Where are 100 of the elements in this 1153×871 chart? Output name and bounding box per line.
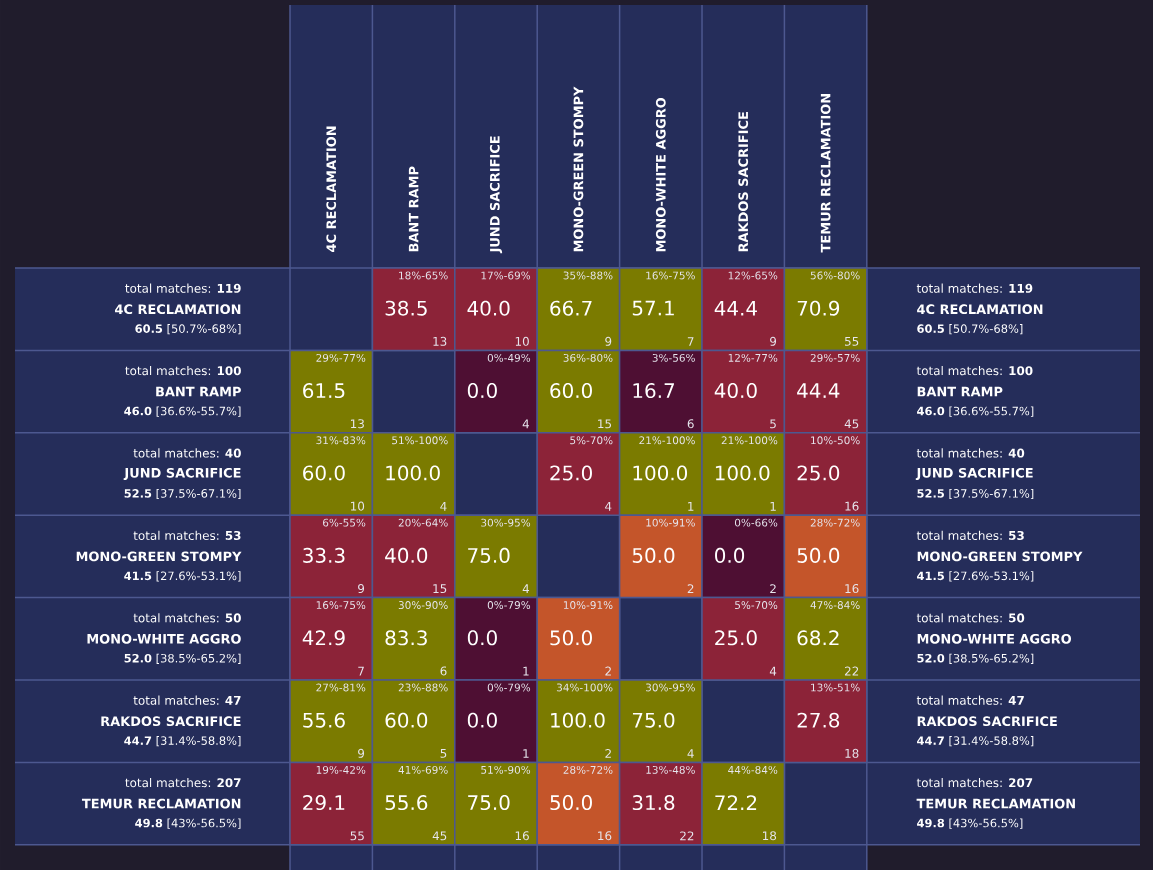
data-label: 50.0 bbox=[550, 630, 592, 646]
annotation: 16%-75% bbox=[316, 601, 366, 610]
annotation: 13%-51% bbox=[811, 683, 860, 692]
annotation: 22 bbox=[844, 666, 859, 676]
data-label: 38.5 bbox=[385, 300, 427, 316]
data-label: 83.3 bbox=[385, 630, 427, 646]
data-label: 0.0 bbox=[467, 712, 497, 728]
annotation: 51%-100% bbox=[392, 436, 448, 445]
annotation: 5%-70% bbox=[570, 436, 613, 445]
annotation: 35%-88% bbox=[563, 271, 613, 280]
annotation: 12%-65% bbox=[728, 271, 778, 280]
annotation: 31%-83% bbox=[316, 436, 366, 445]
annotation: 4 bbox=[440, 502, 447, 511]
annotation: 9 bbox=[770, 336, 777, 346]
annotation: 6 bbox=[440, 666, 447, 676]
data-label: 0.0 bbox=[467, 383, 497, 399]
annotation: 16 bbox=[515, 831, 529, 841]
annotation: 21%-100% bbox=[639, 436, 695, 445]
annotation: 15 bbox=[598, 419, 612, 429]
annotation: 56%-80% bbox=[810, 271, 860, 280]
text: total matches: 50 bbox=[133, 613, 241, 623]
annotation: 13%-48% bbox=[646, 766, 695, 774]
data-label: 40.0 bbox=[385, 547, 428, 564]
data-label: 0.0 bbox=[467, 630, 497, 646]
x-tick-label: MONO-WHITE AGGRO bbox=[655, 98, 666, 252]
annotation: 17%-69% bbox=[481, 271, 531, 280]
data-label: 100.0 bbox=[551, 712, 605, 728]
annotation: 6%-55% bbox=[323, 518, 366, 527]
text: 52.0 [38.5%-65.2%] bbox=[917, 653, 1034, 665]
y2-tick-label: MONO-WHITE AGGRO bbox=[917, 634, 1072, 644]
data-label: 68.2 bbox=[797, 630, 839, 646]
annotation: 0%-66% bbox=[734, 518, 778, 527]
annotation: 13 bbox=[433, 336, 447, 346]
text: 41.5 [27.6%-53.1%] bbox=[917, 571, 1034, 582]
annotation: 29%-77% bbox=[316, 354, 366, 362]
annotation: 4 bbox=[522, 419, 530, 429]
annotation: 44%-84% bbox=[728, 766, 778, 774]
y2-tick-label: 4C RECLAMATION bbox=[917, 304, 1043, 315]
annotation: 9 bbox=[358, 748, 365, 758]
annotation: 10%-91% bbox=[563, 601, 613, 610]
data-label: 72.2 bbox=[715, 795, 757, 811]
annotation: 16 bbox=[845, 501, 859, 511]
text: total matches: 47 bbox=[133, 695, 241, 705]
y-tick-label: MONO-WHITE AGGRO bbox=[87, 634, 241, 644]
data-label: 25.0 bbox=[715, 630, 757, 646]
text: 44.7 [31.4%-58.8%] bbox=[124, 736, 241, 747]
annotation: 21%-100% bbox=[721, 436, 778, 445]
annotation: 5 bbox=[770, 419, 776, 429]
data-label: 60.0 bbox=[385, 712, 428, 728]
text: total matches: 100 bbox=[916, 366, 1033, 376]
annotation: 3%-56% bbox=[652, 354, 695, 362]
annotation: 0%-79% bbox=[487, 601, 531, 610]
annotation: 27%-81% bbox=[316, 683, 366, 692]
annotation: 19%-42% bbox=[316, 766, 366, 774]
annotation: 1 bbox=[770, 502, 776, 511]
annotation: 1 bbox=[688, 502, 694, 511]
text: total matches: 207 bbox=[125, 778, 241, 788]
annotation: 16%-75% bbox=[646, 271, 695, 280]
text: 49.8 [43%-56.5%] bbox=[917, 818, 1023, 829]
data-label: 100.0 bbox=[386, 465, 440, 481]
annotation: 18 bbox=[845, 748, 859, 758]
annotation: 4 bbox=[769, 666, 777, 676]
annotation: 5 bbox=[440, 749, 447, 758]
annotation: 0%-79% bbox=[487, 683, 531, 692]
data-label: 16.7 bbox=[633, 383, 674, 399]
annotation: 36%-80% bbox=[563, 354, 613, 362]
annotation: 2 bbox=[605, 666, 611, 676]
data-label: 33.3 bbox=[303, 547, 345, 564]
text: 52.5 [37.5%-67.1%] bbox=[124, 489, 241, 500]
data-label: 60.0 bbox=[550, 383, 592, 399]
y-tick-label: TEMUR RECLAMATION bbox=[81, 798, 241, 809]
data-label: 44.4 bbox=[797, 383, 840, 398]
data-label: 75.0 bbox=[468, 795, 510, 811]
data-label: 42.9 bbox=[302, 630, 345, 646]
data-label: 40.0 bbox=[467, 300, 510, 316]
annotation: 23%-88% bbox=[398, 683, 448, 692]
annotation: 22 bbox=[680, 831, 694, 841]
data-label: 31.8 bbox=[632, 795, 675, 811]
data-label: 29.1 bbox=[303, 795, 345, 811]
annotation: 34%-100% bbox=[556, 683, 613, 692]
annotation: 28%-72% bbox=[810, 518, 860, 527]
text: 52.0 [38.5%-65.2%] bbox=[124, 653, 241, 665]
text: 52.5 [37.5%-67.1%] bbox=[917, 489, 1034, 500]
annotation: 16 bbox=[598, 831, 612, 841]
y-tick-label: BANT RAMP bbox=[156, 386, 241, 397]
annotation: 30%-90% bbox=[398, 601, 448, 610]
y-tick-label: 4C RECLAMATION bbox=[115, 304, 241, 315]
annotation: 30%-95% bbox=[481, 518, 531, 527]
annotation: 18%-65% bbox=[399, 271, 448, 280]
annotation: 41%-69% bbox=[398, 766, 448, 774]
data-label: 100.0 bbox=[715, 465, 770, 481]
annotation: 4 bbox=[522, 584, 530, 594]
annotation: 4 bbox=[605, 502, 612, 511]
text: 46.0 [36.6%-55.7%] bbox=[124, 406, 241, 417]
annotation: 29%-57% bbox=[810, 354, 860, 362]
annotation: 0%-49% bbox=[487, 354, 531, 362]
text: total matches: 40 bbox=[133, 448, 241, 458]
text: total matches: 119 bbox=[916, 283, 1033, 293]
text: 44.7 [31.4%-58.8%] bbox=[917, 736, 1034, 747]
data-label: 50.0 bbox=[797, 547, 840, 564]
